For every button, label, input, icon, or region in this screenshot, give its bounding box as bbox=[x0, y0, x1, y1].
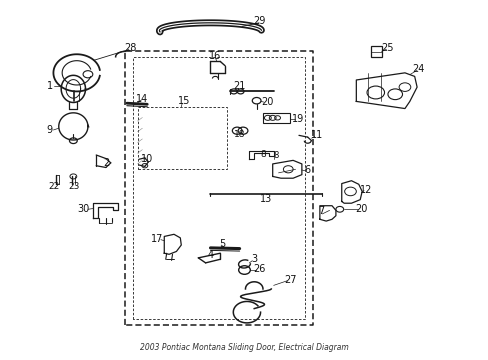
Text: 6: 6 bbox=[304, 165, 310, 175]
Text: 7: 7 bbox=[318, 206, 324, 216]
Text: 30: 30 bbox=[77, 204, 89, 214]
Text: 28: 28 bbox=[124, 43, 136, 53]
Text: 24: 24 bbox=[411, 64, 424, 74]
Text: 2003 Pontiac Montana Sliding Door, Electrical Diagram: 2003 Pontiac Montana Sliding Door, Elect… bbox=[140, 343, 348, 352]
Text: 15: 15 bbox=[177, 96, 189, 107]
Bar bbox=[370, 46, 381, 57]
Text: 20: 20 bbox=[354, 204, 366, 214]
Bar bbox=[137, 107, 227, 169]
Text: 17: 17 bbox=[150, 234, 163, 244]
Text: 14: 14 bbox=[136, 94, 148, 104]
Text: 12: 12 bbox=[359, 185, 371, 195]
Text: 22: 22 bbox=[48, 181, 60, 190]
Text: 9: 9 bbox=[46, 125, 52, 135]
Text: 4: 4 bbox=[207, 250, 213, 260]
Text: 5: 5 bbox=[219, 239, 225, 249]
Text: 10: 10 bbox=[141, 154, 153, 164]
Text: 13: 13 bbox=[260, 194, 272, 203]
Text: 27: 27 bbox=[284, 275, 296, 285]
Text: 29: 29 bbox=[252, 16, 264, 26]
Text: 2: 2 bbox=[102, 158, 109, 168]
Text: 23: 23 bbox=[68, 181, 80, 190]
Text: 1: 1 bbox=[47, 81, 53, 91]
Text: 19: 19 bbox=[291, 113, 304, 123]
Text: 8: 8 bbox=[273, 151, 278, 160]
Bar bbox=[263, 113, 289, 123]
Text: 8: 8 bbox=[260, 150, 265, 159]
Text: 3: 3 bbox=[251, 254, 257, 264]
Text: 25: 25 bbox=[381, 43, 393, 53]
Text: 20: 20 bbox=[261, 97, 273, 107]
Text: 26: 26 bbox=[252, 264, 264, 274]
Text: 21: 21 bbox=[233, 81, 245, 91]
Text: 11: 11 bbox=[311, 130, 323, 140]
Text: 16: 16 bbox=[209, 51, 221, 61]
Text: 18: 18 bbox=[233, 130, 245, 139]
